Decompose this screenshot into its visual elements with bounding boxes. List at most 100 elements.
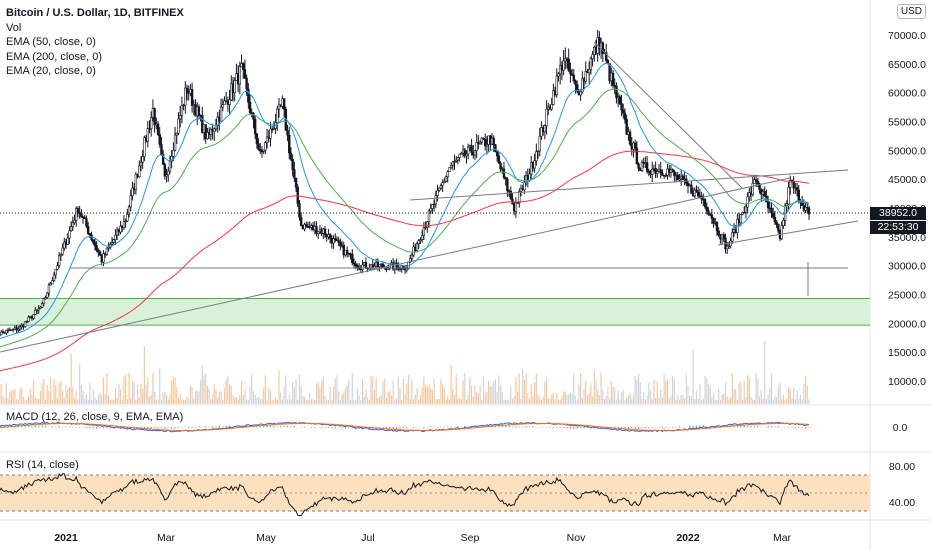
volume-bar <box>735 388 737 404</box>
candle-body <box>61 247 64 255</box>
candle-body <box>651 168 654 175</box>
legend-ema-200[interactable]: EMA (200, close, 0) <box>6 50 102 63</box>
candle-body <box>364 262 368 269</box>
volume-bar <box>409 399 411 404</box>
rsi-title[interactable]: RSI (14, close) <box>6 459 79 471</box>
volume-bar <box>375 377 377 404</box>
macd-histogram-bar <box>586 427 589 429</box>
candle-body <box>228 99 231 105</box>
candle-body <box>356 265 359 268</box>
candle-body <box>448 167 451 172</box>
volume-bar <box>285 375 287 404</box>
candle-body <box>579 91 582 96</box>
macd-histogram-bar <box>426 426 428 428</box>
volume-bar <box>404 394 406 404</box>
volume-bar <box>448 399 451 404</box>
candle-body <box>777 223 780 232</box>
candle-body <box>437 187 441 191</box>
candle-body <box>584 71 587 82</box>
volume-bar <box>235 397 238 404</box>
volume-bar <box>334 377 336 404</box>
volume-bar <box>346 385 348 404</box>
volume-bar <box>188 398 190 404</box>
volume-bar <box>278 370 280 404</box>
candle-body <box>294 177 298 188</box>
candle-body <box>775 221 778 225</box>
legend-ema-50[interactable]: EMA (50, close, 0) <box>6 36 96 48</box>
volume-bar <box>349 399 352 404</box>
volume-bar <box>218 391 220 404</box>
candle-body <box>190 89 194 106</box>
volume-bar <box>496 391 498 404</box>
volume-bar <box>748 377 750 404</box>
macd-title[interactable]: MACD (12, 26, close, 9, EMA, EMA) <box>6 411 184 423</box>
candle-body <box>717 230 720 236</box>
macd-histogram-bar <box>689 425 691 428</box>
volume-bar <box>154 391 156 404</box>
volume-bar <box>77 399 79 404</box>
volume-bar <box>116 397 118 404</box>
volume-bar <box>801 399 803 404</box>
candle-body <box>184 87 187 106</box>
macd-histogram-bar <box>82 427 84 428</box>
macd-histogram-bar <box>324 427 326 428</box>
candle-body <box>581 78 584 93</box>
volume-bar <box>73 398 76 404</box>
price-axis-tick: 45000.0 <box>888 174 926 186</box>
volume-bar <box>568 394 570 404</box>
volume-bar <box>128 372 130 404</box>
candle-body <box>141 156 144 163</box>
candle-body <box>34 310 37 315</box>
volume-bar <box>675 399 677 404</box>
volume-bar <box>438 398 440 404</box>
macd-histogram-bar <box>498 426 500 428</box>
volume-bar <box>655 397 657 404</box>
volume-bar <box>658 397 660 404</box>
candle-body <box>557 73 560 77</box>
macd-histogram-bar <box>34 425 36 428</box>
candle-body <box>146 128 149 142</box>
candle-body <box>332 238 335 244</box>
candle-body <box>69 226 73 232</box>
volume-bar <box>33 380 35 404</box>
volume-bar <box>206 385 209 404</box>
symbol-title[interactable]: Bitcoin / U.S. Dollar, 1D, BITFINEX <box>6 7 184 19</box>
volume-bar <box>87 399 89 404</box>
candle-body <box>622 109 625 114</box>
volume-bar <box>392 380 394 404</box>
volume-bar <box>752 399 754 404</box>
macd-histogram-bar <box>348 427 350 428</box>
volume-bar <box>385 397 387 404</box>
volume-bar <box>574 395 577 404</box>
volume-bar <box>148 396 151 404</box>
volume-bar <box>620 392 623 404</box>
volume-bar <box>515 377 517 404</box>
volume-bar <box>757 378 759 404</box>
candle-body <box>536 150 540 152</box>
volume-bar <box>806 385 808 404</box>
volume-bar <box>551 395 553 404</box>
legend-ema-20[interactable]: EMA (20, close, 0) <box>6 65 96 77</box>
volume-bar <box>535 373 537 404</box>
candle-body <box>32 314 35 319</box>
currency-button[interactable]: USD <box>896 4 926 19</box>
candle-body <box>780 225 783 240</box>
candle-body <box>40 303 44 308</box>
volume-bar <box>677 394 679 404</box>
volume-bar <box>482 377 485 404</box>
volume-bar <box>711 396 713 404</box>
macd-histogram-bar <box>467 426 469 428</box>
candle-body <box>182 104 185 107</box>
macd-histogram-bar <box>413 427 415 428</box>
volume-bar <box>656 381 658 404</box>
volume-bar <box>44 399 47 404</box>
candle-body <box>640 162 644 171</box>
legend-vol[interactable]: Vol <box>6 21 22 34</box>
candle-body <box>242 63 245 70</box>
volume-bar <box>469 376 471 404</box>
volume-bar <box>365 388 367 404</box>
time-axis-tick: Jul <box>361 532 374 544</box>
macd-histogram-bar <box>184 426 186 428</box>
volume-bar <box>498 375 500 404</box>
